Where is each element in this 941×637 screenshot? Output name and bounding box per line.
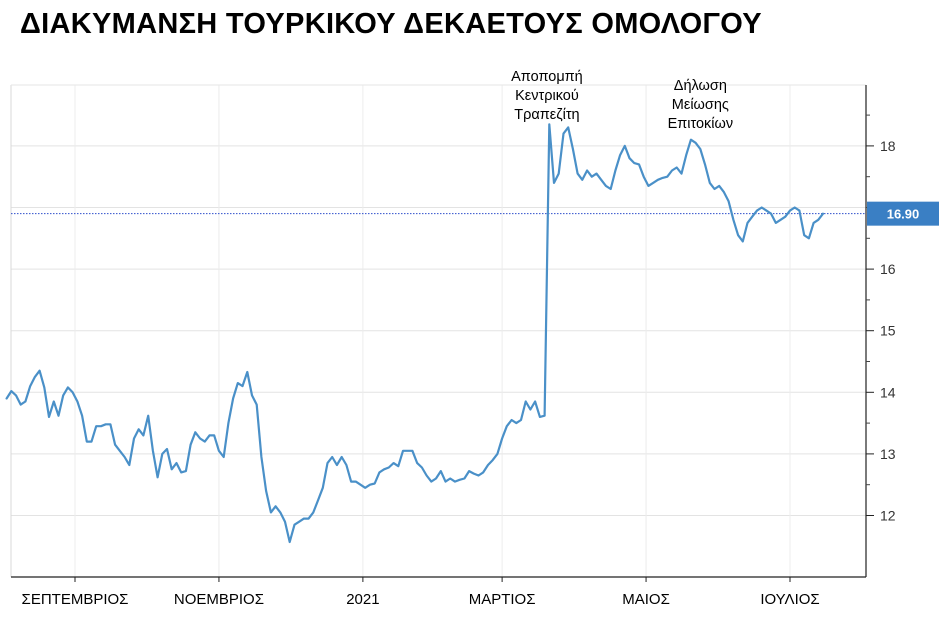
x-tick-label: ΣΕΠΤΕΜΒΡΙΟΣ <box>22 591 129 608</box>
x-tick-label: ΙΟΥΛΙΟΣ <box>760 591 819 608</box>
y-tick-label: 16 <box>880 261 896 277</box>
y-tick-label: 18 <box>880 138 896 154</box>
last-value-badge-bg <box>867 201 939 226</box>
annotation-line: Κεντρικού <box>515 88 579 104</box>
x-tick-label: ΜΑΙΟΣ <box>622 591 670 608</box>
x-tick-label: 2021 <box>346 591 379 608</box>
annotations: Αποπομπή Κεντρικού Τραπεζίτη Δήλωση Μείωσης Ε… <box>511 69 733 132</box>
annotation-line: Δήλωση <box>674 78 727 94</box>
x-tick-label: ΝΟΕΜΒΡΙΟΣ <box>174 591 264 608</box>
annotation-line: Μείωσης <box>672 97 729 113</box>
last-value-label: 16.90 <box>887 207 920 222</box>
last-value-badge: 16.90 <box>867 201 939 226</box>
series-line-layer <box>5 123 825 544</box>
y-tick-label: 15 <box>880 323 896 339</box>
chart-title: ΔΙΑΚΥΜΑΝΣΗ ΤΟΥΡΚΙΚΟΥ ΔΕΚΑΕΤΟΥΣ ΟΜΟΛΟΓΟΥ <box>20 8 762 40</box>
y-tick-label: 12 <box>880 508 896 524</box>
y-tick-label: 13 <box>880 446 896 462</box>
annotation-line: Τραπεζίτη <box>514 107 579 123</box>
grid-lines <box>11 85 866 577</box>
y-tick-label: 14 <box>880 384 896 400</box>
annotation-line: Αποπομπή <box>511 69 583 85</box>
series-line <box>5 123 825 544</box>
y-axis: 12 13 14 15 16 18 <box>866 114 896 524</box>
x-axis: ΣΕΠΤΕΜΒΡΙΟΣ ΝΟΕΜΒΡΙΟΣ 2021 ΜΑΡΤΙΟΣ ΜΑΙΟΣ ΙΟΥΛ… <box>22 577 820 608</box>
annotation-line: Επιτοκίων <box>668 116 734 132</box>
x-tick-label: ΜΑΡΤΙΟΣ <box>469 591 536 608</box>
